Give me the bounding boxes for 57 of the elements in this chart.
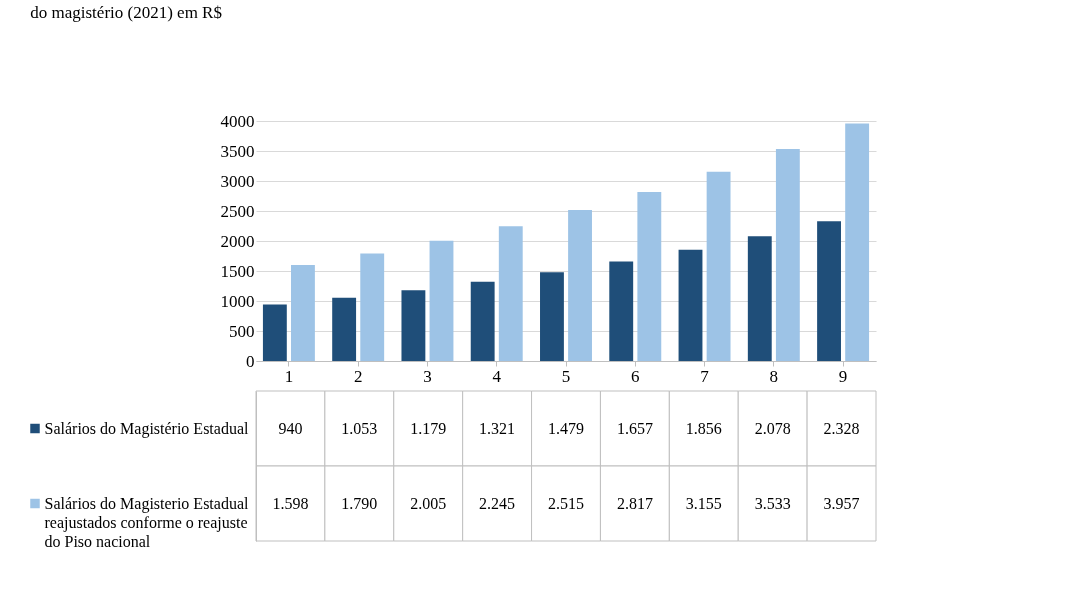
x-tick-label: 4: [492, 366, 502, 386]
data-label: 1.790: [341, 494, 378, 512]
y-tick-label: 1000: [220, 291, 255, 311]
bar: [498, 226, 523, 361]
y-tick-label: 4000: [220, 111, 255, 131]
x-tick-label: 5: [561, 366, 571, 386]
bar: [540, 272, 564, 361]
bar: [291, 265, 315, 361]
data-label: 2.245: [479, 494, 516, 512]
data-label: 2.515: [548, 494, 584, 512]
data-label: 3.155: [685, 494, 722, 512]
x-tick-label: 2: [353, 366, 363, 386]
data-label: 1.179: [410, 419, 447, 437]
x-tick-label: 9: [838, 366, 848, 386]
data-label: 1.856: [685, 419, 722, 437]
legend-label: Salários do Magisterio Estadual reajustados conforme o reajuste do Piso nacional: [44, 494, 250, 550]
bar: [845, 123, 870, 361]
x-tick-label: 3: [423, 366, 432, 386]
y-tick-label: 2000: [220, 231, 255, 251]
data-label: 3.957: [823, 494, 860, 512]
y-tick-label: 2500: [220, 201, 255, 221]
bar: [262, 304, 287, 361]
bar: [429, 240, 454, 361]
data-label: 1.598: [272, 494, 309, 512]
data-label: 940: [278, 419, 303, 437]
y-tick-label: 3500: [220, 141, 255, 161]
bar: [637, 191, 662, 361]
bar: [817, 221, 841, 361]
x-tick-label: 8: [769, 366, 779, 386]
x-tick-label: 7: [700, 366, 710, 386]
bar: [775, 149, 800, 361]
bar: [332, 297, 357, 361]
bar: [678, 249, 703, 361]
data-label: 1.321: [479, 419, 516, 437]
y-tick-label: 500: [229, 321, 255, 341]
data-label: 2.078: [754, 419, 791, 437]
data-label: 2.817: [616, 494, 653, 512]
data-label: 2.328: [823, 419, 860, 437]
bar: [360, 253, 385, 361]
bar: [747, 236, 772, 361]
y-tick-label: 0: [246, 351, 255, 371]
data-label: 1.053: [341, 419, 378, 437]
y-tick-label: 1500: [220, 261, 255, 281]
data-label: 2.005: [410, 494, 447, 512]
y-tick-label: 3000: [220, 171, 255, 191]
data-label: 1.479: [548, 419, 584, 437]
bar: [609, 261, 634, 361]
x-tick-label: 1: [284, 366, 294, 386]
data-label: 3.533: [754, 494, 791, 512]
bar: [401, 290, 426, 361]
x-tick-label: 6: [631, 366, 640, 386]
bar: [706, 171, 731, 361]
chart-title: do magistério (2021) em R$: [30, 3, 222, 22]
bar: [470, 281, 495, 361]
bar: [568, 210, 592, 361]
legend-label: Salários do Magistério Estadual: [44, 419, 250, 438]
data-label: 1.657: [616, 419, 653, 437]
